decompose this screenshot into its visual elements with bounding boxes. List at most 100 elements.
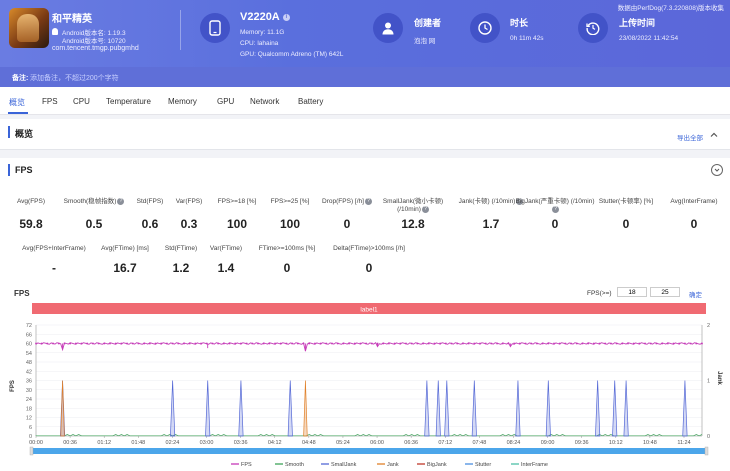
- export-all-link[interactable]: 导出全部: [677, 135, 703, 142]
- confirm-button[interactable]: 确定: [689, 292, 702, 299]
- y-tick-left: 66: [26, 332, 32, 338]
- smalljank-spike: [170, 380, 176, 437]
- note-input[interactable]: 添加备注，不超过200个字符: [30, 75, 119, 82]
- stat-label: Std(FPS): [110, 198, 190, 206]
- fps-point: [86, 342, 89, 345]
- fps-point: [308, 342, 311, 345]
- stat-label: Stutter(卡顿率) [%]: [586, 198, 666, 206]
- fps-point: [143, 342, 145, 345]
- fps-point: [541, 342, 544, 345]
- duration-value: 0h 11m 42s: [510, 35, 544, 42]
- fps-point: [615, 342, 618, 345]
- stat-value: 0: [690, 217, 698, 231]
- data-source-note: 数据由PerfDog(7.3.220808)版本收集: [617, 5, 724, 12]
- stat-label-text: FPS>=18 [%]: [217, 198, 257, 205]
- smalljank-spike: [435, 380, 441, 437]
- fps-point: [40, 342, 43, 345]
- chevron-up-icon[interactable]: [710, 131, 718, 139]
- y-tick-left: 36: [26, 379, 32, 385]
- stat-label: Smooth(稳帧指数)?: [54, 198, 134, 206]
- section-accent: [8, 164, 10, 176]
- fps-section-title: FPS: [15, 165, 33, 175]
- stat-label-text: SmallJank(微小卡顿) (/10min): [382, 198, 444, 214]
- fps-point: [166, 342, 168, 345]
- fps-threshold-input-2[interactable]: [650, 287, 680, 297]
- fps-point: [575, 342, 578, 345]
- help-icon[interactable]: ?: [552, 206, 559, 213]
- fps-point: [610, 342, 612, 345]
- x-tick-label: 09:36: [575, 440, 589, 446]
- tab-gpu[interactable]: GPU: [217, 97, 235, 106]
- fps-point: [655, 342, 658, 345]
- x-tick-label: 10:48: [643, 440, 657, 446]
- fps-point: [684, 342, 686, 345]
- x-tick-label: 01:12: [97, 440, 111, 446]
- stat-label: FPS>=25 [%]: [250, 198, 330, 206]
- scrollbar-handle-left[interactable]: [29, 446, 34, 456]
- fps-point: [262, 342, 265, 345]
- legend-label: InterFrame: [521, 462, 548, 468]
- fps-point: [314, 342, 316, 345]
- help-icon[interactable]: ?: [364, 198, 372, 205]
- stat-label-text: Jank(卡顿) (/10min): [458, 198, 516, 206]
- phone-icon: [200, 13, 230, 43]
- fps-point: [524, 342, 527, 345]
- smalljank-spike: [444, 380, 450, 437]
- collapse-button[interactable]: [711, 164, 723, 176]
- fps-point: [371, 342, 373, 345]
- fps-point: [245, 342, 248, 345]
- smalljank-spike: [545, 380, 551, 437]
- x-tick-label: 05:24: [336, 440, 350, 446]
- scrollbar-handle-right[interactable]: [704, 446, 709, 456]
- fps-point: [598, 342, 601, 345]
- android-icon: [52, 28, 58, 35]
- info-icon[interactable]: i: [282, 13, 290, 21]
- fps-threshold-input-1[interactable]: [617, 287, 647, 297]
- fps-point: [109, 342, 111, 345]
- fps-point: [46, 342, 49, 345]
- fps-point: [621, 342, 624, 345]
- fps-point: [695, 342, 698, 345]
- smalljank-spike: [471, 380, 477, 437]
- creator-label: 创建者: [414, 18, 442, 28]
- x-tick-label: 03:00: [200, 440, 214, 446]
- y-tick-right: 1: [707, 379, 710, 385]
- fps-point: [672, 342, 675, 345]
- x-tick-label: 00:36: [63, 440, 77, 446]
- fps-point: [496, 342, 498, 345]
- tab-battery[interactable]: Battery: [298, 97, 324, 106]
- note-bar: 备注: 添加备注，不超过200个字符: [0, 67, 730, 87]
- help-icon[interactable]: ?: [516, 198, 524, 205]
- clock-icon: [470, 13, 500, 43]
- time-range-scrollbar[interactable]: [32, 448, 706, 454]
- fps-point: [80, 342, 83, 345]
- fps-point: [627, 342, 629, 345]
- fps-point: [285, 342, 288, 345]
- device-memory: Memory: 11.1G: [240, 29, 285, 36]
- help-icon[interactable]: ?: [421, 206, 429, 213]
- y-tick-left: 54: [26, 351, 32, 357]
- tab-temperature[interactable]: Temperature: [106, 97, 151, 106]
- overview-section: 概览 导出全部: [0, 119, 730, 150]
- stat-label-text: BigJank(严重卡顿) (/10min): [515, 198, 595, 205]
- y-axis-label-left: FPS: [10, 380, 16, 392]
- fps-point: [131, 342, 134, 345]
- tab-memory[interactable]: Memory: [168, 97, 197, 106]
- fps-point: [473, 342, 476, 345]
- tab-overview[interactable]: 概览: [9, 98, 25, 107]
- tab-network[interactable]: Network: [250, 97, 280, 106]
- stat-label-text: Var(FPS): [175, 198, 203, 205]
- stat-label-text: Drop(FPS) [/h]: [322, 198, 364, 206]
- stat-value: -: [52, 261, 56, 275]
- tab-cpu[interactable]: CPU: [73, 97, 90, 106]
- y-tick-left: 12: [26, 416, 32, 422]
- tab-fps[interactable]: FPS: [42, 97, 58, 106]
- fps-point: [467, 342, 470, 345]
- smalljank-spike: [515, 380, 521, 437]
- history-icon: [578, 13, 608, 43]
- fps-point: [570, 342, 572, 345]
- upload-time-label: 上传时间: [619, 18, 656, 28]
- x-tick-label: 11:24: [677, 440, 690, 446]
- fps-point: [422, 342, 424, 345]
- help-icon[interactable]: ?: [117, 198, 125, 205]
